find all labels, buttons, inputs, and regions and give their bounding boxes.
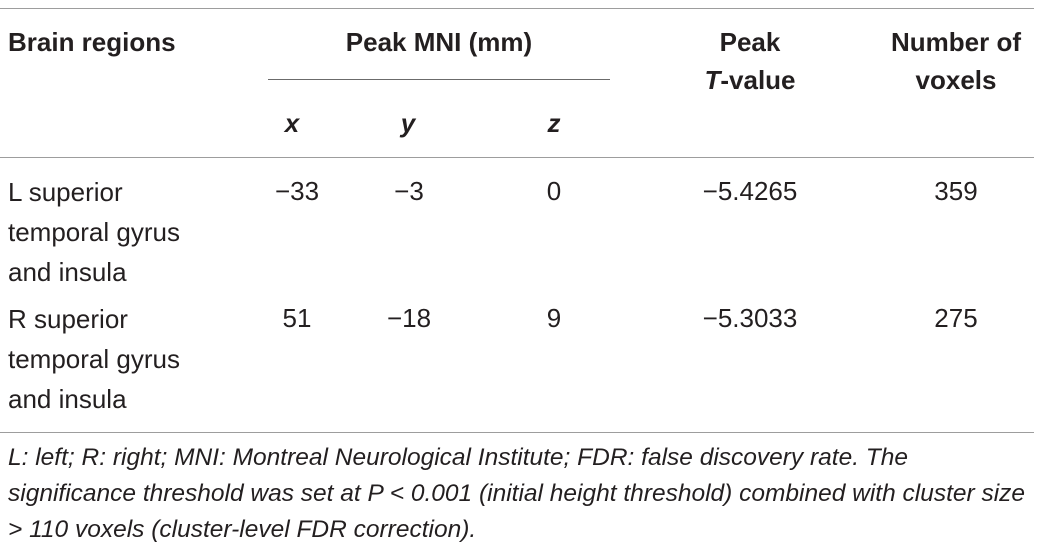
header-y: y (400, 108, 416, 138)
header-x: x (284, 108, 300, 138)
z-cell: 9 (546, 303, 562, 333)
table-bottom-rule (0, 432, 1034, 433)
header-peak: Peak (719, 27, 781, 57)
z-cell: 0 (546, 176, 562, 206)
header-peak-mni: Peak MNI (mm) (345, 27, 533, 57)
region-line: temporal gyrus (8, 344, 180, 374)
voxels-cell: 359 (934, 176, 978, 206)
voxels-cell: 275 (934, 303, 978, 333)
header-number-of: Number of (891, 27, 1021, 57)
x-cell: −33 (274, 176, 320, 206)
region-line: temporal gyrus (8, 217, 180, 247)
table-footnote: L: left; R: right; MNI: Montreal Neurolo… (8, 444, 1026, 543)
header-t-suffix: -value (720, 65, 796, 95)
region-cell: L superior temporal gyrus and insula (8, 172, 258, 292)
t-value-cell: −5.3033 (702, 303, 798, 333)
region-cell: R superior temporal gyrus and insula (8, 299, 258, 419)
header-brain-regions: Brain regions (8, 27, 176, 57)
y-cell: −3 (394, 176, 424, 206)
region-line: L superior (8, 177, 123, 207)
y-cell: −18 (386, 303, 432, 333)
region-line: R superior (8, 304, 128, 334)
x-cell: 51 (282, 303, 312, 333)
header-bottom-rule (0, 157, 1034, 158)
region-line: and insula (8, 384, 127, 414)
region-line: and insula (8, 257, 127, 287)
t-value-cell: −5.4265 (702, 176, 798, 206)
header-t-letter: T (704, 65, 721, 95)
header-voxels: voxels (915, 65, 997, 95)
header-t-value: T-value (680, 61, 820, 100)
header-z: z (547, 108, 561, 138)
mni-span-rule (268, 79, 610, 80)
table-top-rule (0, 8, 1034, 9)
